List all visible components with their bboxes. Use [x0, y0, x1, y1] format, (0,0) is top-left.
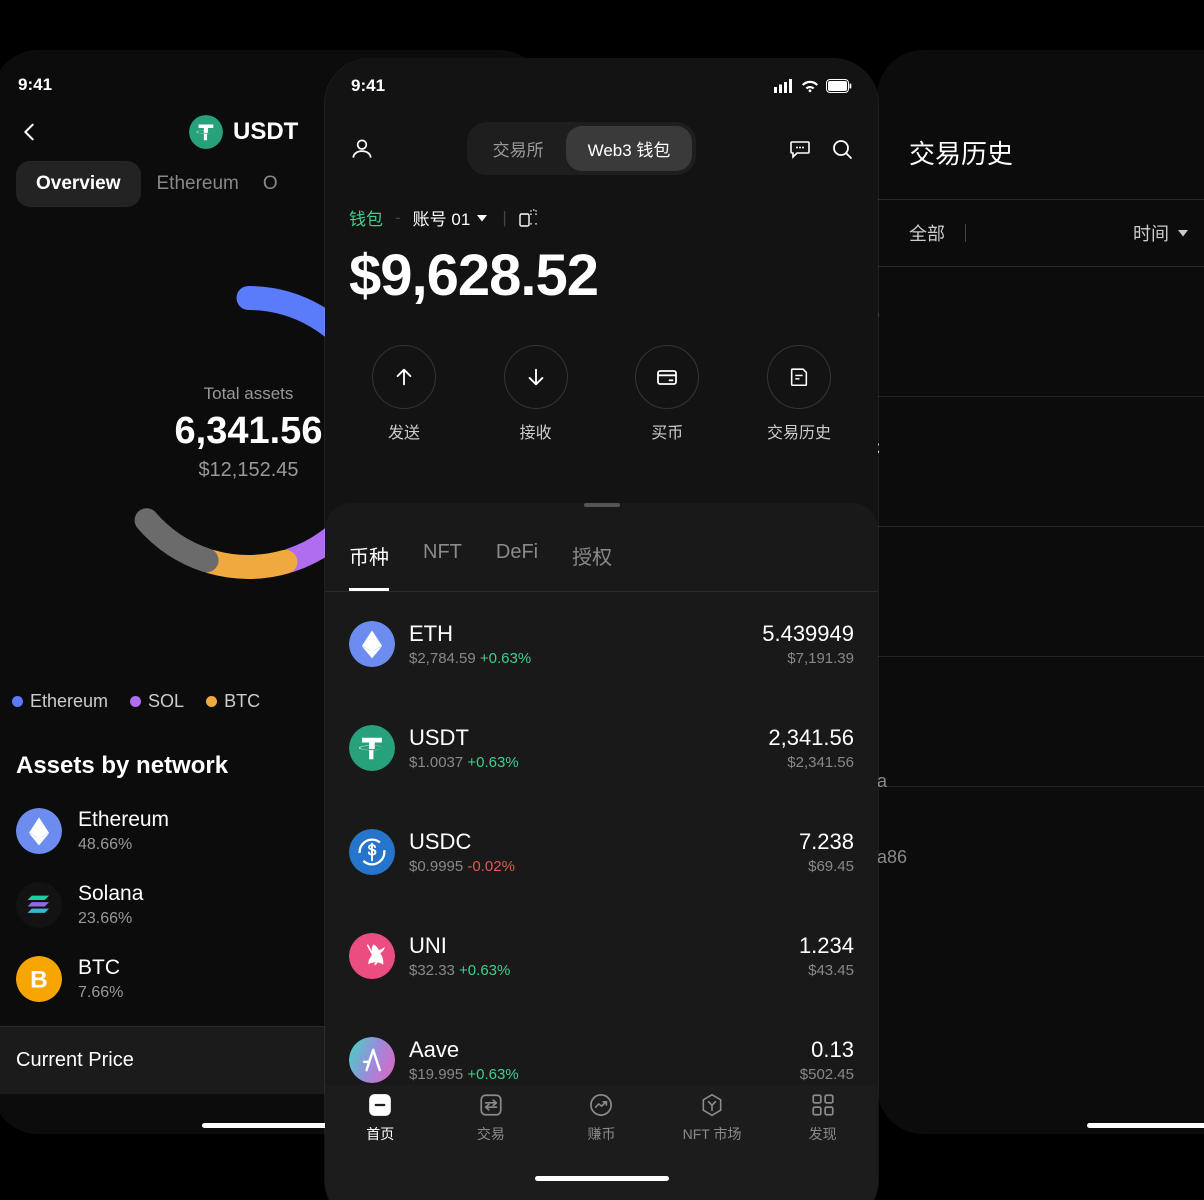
- svg-text:B: B: [30, 967, 48, 994]
